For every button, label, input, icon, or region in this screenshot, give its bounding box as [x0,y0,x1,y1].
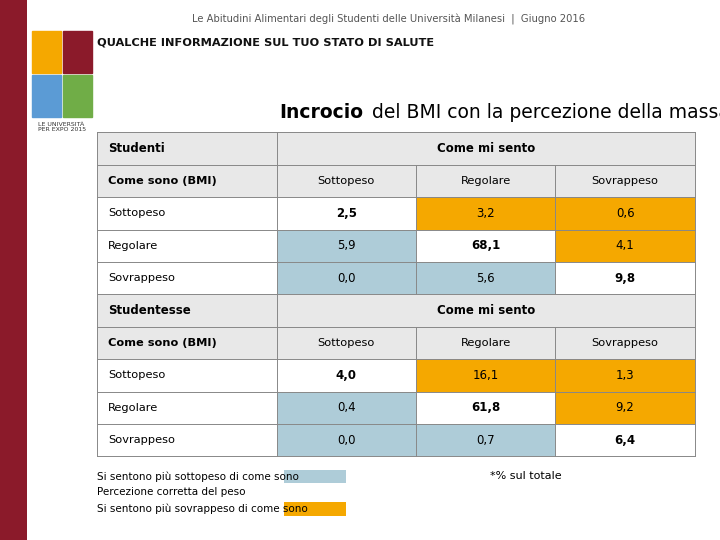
Text: 1,3: 1,3 [616,369,634,382]
Text: *% sul totale: *% sul totale [490,471,561,481]
Text: del BMI con la percezione della massa corporea: del BMI con la percezione della massa co… [366,103,720,122]
Text: Studentesse: Studentesse [108,304,191,317]
Text: LE UNIVERSITÀ
PER EXPO 2015: LE UNIVERSITÀ PER EXPO 2015 [38,122,86,132]
Text: Regolare: Regolare [461,176,511,186]
Text: 68,1: 68,1 [471,239,500,252]
Text: 9,2: 9,2 [616,401,634,414]
Bar [32,75,61,117]
Bar [32,31,61,73]
Text: Sottopeso: Sottopeso [108,370,166,380]
Text: Si sentono più sottopeso di come sono: Si sentono più sottopeso di come sono [97,471,299,482]
Text: Sovrappeso: Sovrappeso [592,176,659,186]
Text: 0,4: 0,4 [337,401,356,414]
Text: 9,8: 9,8 [615,272,636,285]
Text: Sottopeso: Sottopeso [318,338,375,348]
Bar [63,31,92,73]
Text: Come sono (BMI): Come sono (BMI) [108,338,217,348]
Text: Studenti: Studenti [108,142,165,155]
Text: Regolare: Regolare [461,338,511,348]
Text: Come mi sento: Come mi sento [436,304,535,317]
Text: 4,0: 4,0 [336,369,357,382]
Text: Sovrappeso: Sovrappeso [108,435,175,445]
Text: 2,5: 2,5 [336,207,357,220]
Text: Sottopeso: Sottopeso [318,176,375,186]
Text: 3,2: 3,2 [477,207,495,220]
Text: Regolare: Regolare [108,241,158,251]
Text: 5,9: 5,9 [337,239,356,252]
Text: 0,0: 0,0 [337,434,356,447]
Text: 0,6: 0,6 [616,207,634,220]
Text: Le Abitudini Alimentari degli Studenti delle Università Milanesi  |  Giugno 2016: Le Abitudini Alimentari degli Studenti d… [192,14,585,25]
Text: Come sono (BMI): Come sono (BMI) [108,176,217,186]
Text: Incrocio: Incrocio [279,103,364,122]
Text: Regolare: Regolare [108,403,158,413]
Text: 0,7: 0,7 [477,434,495,447]
Text: 4,1: 4,1 [616,239,634,252]
Text: Si sentono più sovrappeso di come sono: Si sentono più sovrappeso di come sono [97,503,308,514]
Text: 0,0: 0,0 [337,272,356,285]
Bar [63,75,92,117]
Text: Sovrappeso: Sovrappeso [108,273,175,283]
Text: 16,1: 16,1 [472,369,499,382]
Text: 5,6: 5,6 [477,272,495,285]
Text: QUALCHE INFORMAZIONE SUL TUO STATO DI SALUTE: QUALCHE INFORMAZIONE SUL TUO STATO DI SA… [97,38,434,48]
Text: Sottopeso: Sottopeso [108,208,166,218]
Text: Sovrappeso: Sovrappeso [592,338,659,348]
Text: 6,4: 6,4 [615,434,636,447]
Text: Come mi sento: Come mi sento [436,142,535,155]
Text: Percezione corretta del peso: Percezione corretta del peso [97,488,246,497]
Text: 61,8: 61,8 [471,401,500,414]
